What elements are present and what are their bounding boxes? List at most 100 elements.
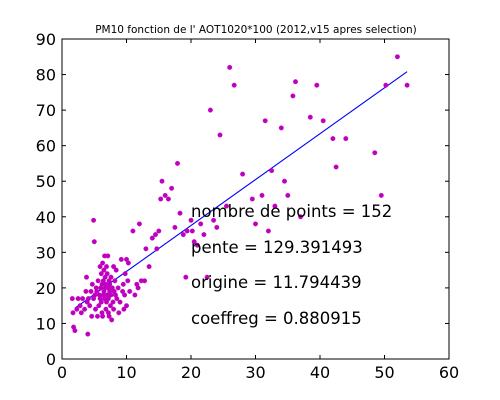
data-point [394,54,400,60]
data-point [156,228,162,234]
data-point [227,64,233,70]
data-point [158,196,164,202]
data-point [149,235,155,241]
data-point [253,221,258,227]
data-point [333,164,339,170]
data-point [154,246,160,252]
data-point [122,271,128,277]
data-point [285,192,291,198]
data-point [77,303,83,309]
data-point [136,221,142,227]
data-point [105,253,111,259]
data-point [121,306,127,312]
data-point [108,274,114,280]
annotation-coeffreg: coeffreg = 0.880915 [191,309,362,328]
data-point [189,228,195,234]
data-point [188,217,194,223]
data-point [320,118,326,124]
data-point [74,306,80,312]
data-point [383,82,389,88]
y-tick-label: 90 [36,30,56,49]
y-tick-label: 10 [36,314,56,333]
data-point [184,228,190,234]
data-point [69,296,75,302]
x-tick-label: 40 [310,363,330,382]
data-point [165,196,171,202]
data-point [101,267,107,273]
fit-line-layer [74,71,408,309]
data-point [214,224,220,230]
data-point [198,221,204,227]
y-tick-label: 70 [36,101,56,120]
data-point [80,296,86,302]
data-point [127,288,133,294]
data-point [103,306,109,312]
data-point [191,239,197,245]
data-point [172,224,178,230]
data-point [82,306,88,312]
data-point [201,232,207,238]
data-point [110,299,116,305]
data-point [91,239,97,245]
data-point [282,178,287,184]
x-tick-label: 10 [116,363,136,382]
data-point [88,288,94,294]
data-point [89,281,95,287]
data-point [217,132,223,138]
data-point [378,192,384,198]
data-point [70,310,76,316]
data-point [194,242,200,248]
chart-title: PM10 fonction de l' AOT1020*100 (2012,v1… [95,24,417,36]
data-point [135,285,141,291]
data-point [112,278,118,284]
data-point [143,246,149,252]
data-point [116,310,122,316]
data-point [75,296,81,302]
data-point [84,274,89,280]
data-point [108,292,114,298]
annotations: nombre de points = 152 pente = 129.39149… [191,202,392,328]
y-tick-label: 20 [36,279,56,298]
data-point [293,79,298,85]
data-point [330,136,336,142]
data-point [105,296,111,302]
data-point [85,296,91,302]
data-point [249,196,255,202]
data-point [89,313,95,319]
axis-ticks: 0 10 20 30 40 50 60 0 10 20 30 40 50 60 70 80 90 [36,30,460,382]
data-point [130,228,136,234]
data-point [175,160,180,166]
regression-line [74,71,408,309]
data-point [93,306,98,312]
data-point [107,303,113,309]
data-point [125,278,131,284]
data-point [98,271,104,277]
y-tick-label: 40 [36,208,56,227]
data-point [106,313,112,319]
data-point [111,306,117,312]
data-point [183,274,189,280]
y-tick-label: 80 [36,66,56,85]
data-point [169,185,175,191]
data-point [146,264,152,270]
data-point [404,82,410,88]
x-tick-label: 50 [374,363,394,382]
data-point [104,264,109,270]
points-layer [69,54,410,337]
data-point [265,228,271,234]
y-tick-label: 50 [36,172,56,191]
data-point [113,267,119,273]
annotation-pente: pente = 129.391493 [191,238,363,257]
data-point [83,288,89,294]
data-point [132,292,138,298]
x-tick-label: 60 [439,363,459,382]
data-point [142,278,148,284]
data-point [100,313,106,319]
data-point [240,171,246,177]
data-point [278,125,284,131]
data-point [224,203,229,209]
data-point [177,210,183,216]
data-point [85,331,91,337]
data-point [111,264,117,270]
data-point [298,214,304,220]
